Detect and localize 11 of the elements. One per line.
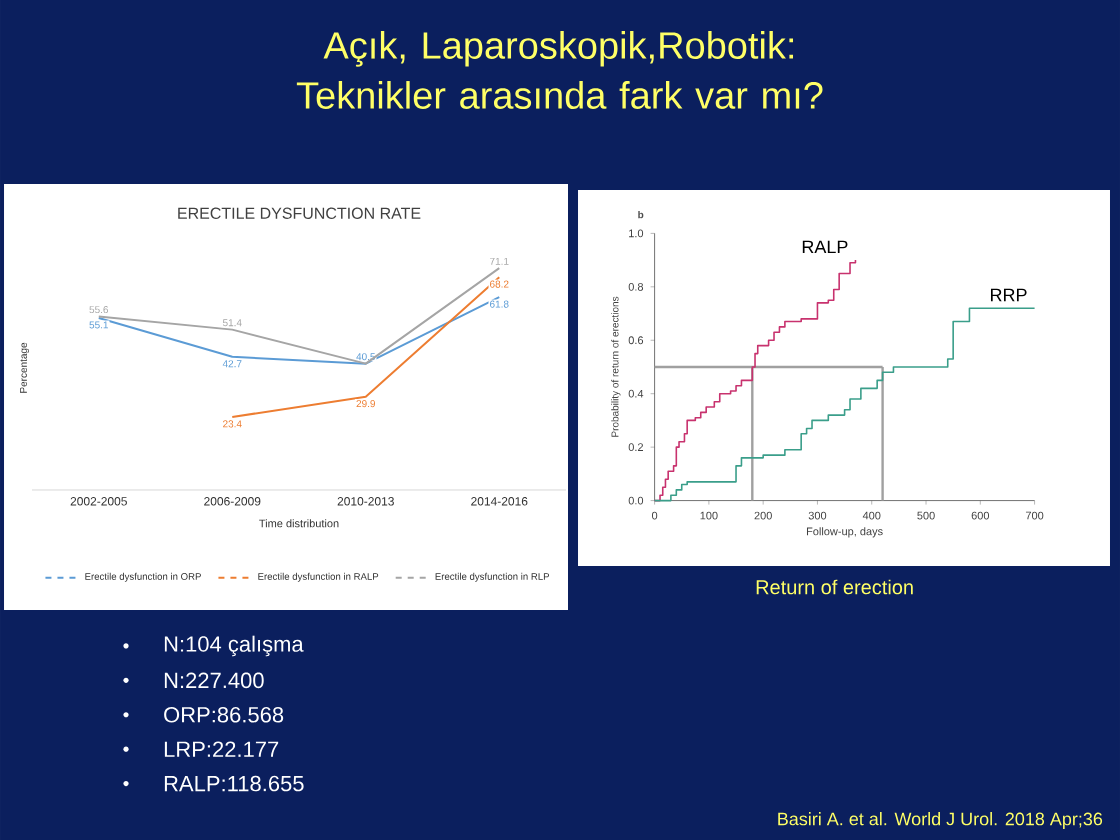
text: RALP:118.655 xyxy=(164,775,304,792)
text: Açık, Laparoskopik,Robotik: Teknikler arasında fark var mı? xyxy=(296,31,823,109)
chart-title: ERECTILE DYSFUNCTION RATE xyxy=(178,207,421,219)
series-label: RALP xyxy=(802,240,848,254)
text: LRP:22.177 xyxy=(164,741,279,757)
text: Basiri A. et al. World J Urol. 2018 Apr;36 xyxy=(778,812,1103,829)
text: N:104 çalışma xyxy=(164,635,304,657)
text: ORP:86.568 xyxy=(164,707,284,723)
series-label: RRP xyxy=(990,288,1027,302)
text: Return of erection xyxy=(756,579,913,595)
text: N:227.400 xyxy=(164,672,264,689)
